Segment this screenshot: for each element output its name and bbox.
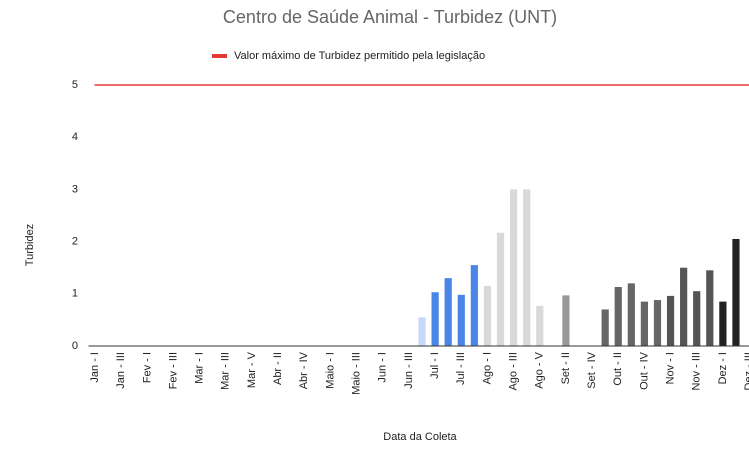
bar	[536, 305, 544, 346]
y-tick-label: 4	[72, 131, 78, 143]
y-tick-label: 5	[72, 79, 78, 91]
x-tick-label: Dez - III	[743, 352, 749, 391]
y-tick-label: 0	[72, 340, 78, 352]
x-tick-label: Ago - V	[534, 351, 546, 388]
x-tick-label: Ago - III	[508, 352, 520, 391]
x-tick-label: Jan - III	[115, 352, 127, 389]
bar	[523, 189, 531, 346]
x-tick-label: Set - IV	[586, 351, 598, 388]
x-tick-label: Abr - II	[272, 352, 284, 385]
y-tick-label: 2	[72, 236, 78, 248]
x-tick-label: Mar - V	[246, 351, 258, 388]
x-tick-label: Maio - I	[324, 352, 336, 389]
bar	[732, 238, 740, 346]
chart-title: Centro de Saúde Animal - Turbidez (UNT)	[223, 7, 557, 27]
legend-label: Valor máximo de Turbidez permitido pela …	[234, 50, 485, 62]
x-tick-label: Out - IV	[638, 351, 650, 390]
x-tick-label: Mar - I	[194, 352, 206, 384]
x-axis-title: Data da Coleta	[383, 431, 457, 443]
x-tick-label: Dez - I	[717, 352, 729, 384]
bar	[640, 301, 648, 346]
x-tick-label: Jul - I	[429, 352, 441, 379]
bar	[614, 287, 622, 346]
bar	[457, 294, 465, 346]
x-tick-label: Fev - I	[141, 352, 153, 383]
bar	[483, 285, 492, 346]
bar	[666, 295, 675, 346]
bar	[470, 265, 478, 346]
bar	[496, 232, 505, 346]
y-axis-title: Turbidez	[24, 224, 36, 266]
x-tick-label: Maio - III	[351, 352, 363, 395]
x-tick-label: Set - II	[560, 352, 572, 384]
bar	[444, 278, 452, 346]
x-tick-label: Jul - III	[455, 352, 467, 385]
x-tick-label: Jan - I	[89, 352, 101, 383]
x-tick-label: Out - II	[612, 352, 624, 386]
bar	[562, 295, 570, 346]
x-tick-label: Ago - I	[481, 352, 493, 384]
bar	[510, 189, 518, 346]
bar	[601, 309, 609, 346]
x-tick-label: Jun - III	[403, 352, 415, 389]
bar	[418, 317, 426, 346]
bar	[719, 301, 727, 346]
bar	[653, 300, 662, 346]
bar	[627, 283, 635, 346]
x-tick-label: Fev - III	[167, 352, 179, 389]
y-tick-label: 1	[72, 288, 78, 300]
bar	[680, 267, 688, 346]
y-tick-label: 3	[72, 183, 78, 195]
x-tick-label: Mar - III	[220, 352, 232, 390]
bar	[693, 291, 701, 346]
x-tick-label: Jun - I	[377, 352, 389, 383]
x-tick-label: Abr - IV	[298, 351, 310, 389]
x-tick-label: Nov - I	[664, 352, 676, 384]
bar	[431, 292, 439, 346]
bar	[706, 270, 714, 346]
x-tick-label: Nov - III	[691, 352, 703, 391]
